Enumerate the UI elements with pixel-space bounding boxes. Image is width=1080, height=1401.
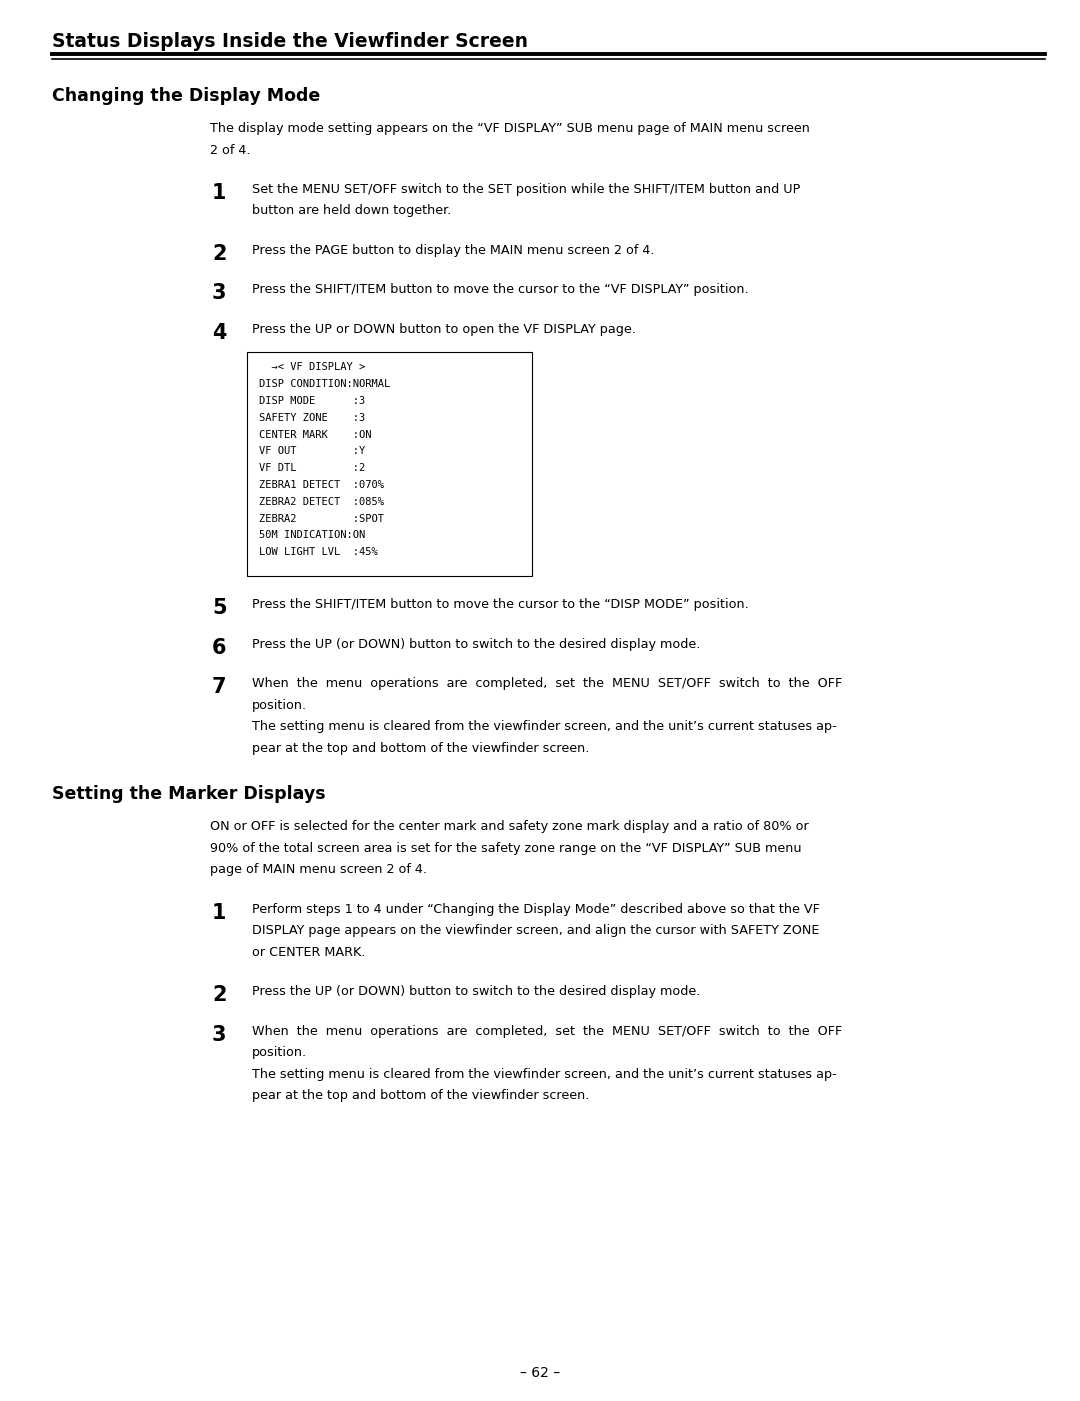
Text: – 62 –: – 62 –	[519, 1366, 561, 1380]
Text: 5: 5	[212, 598, 227, 618]
Text: CENTER MARK    :ON: CENTER MARK :ON	[259, 430, 372, 440]
Text: 4: 4	[212, 324, 227, 343]
Text: The setting menu is cleared from the viewfinder screen, and the unit’s current s: The setting menu is cleared from the vie…	[252, 720, 837, 733]
Text: DISPLAY page appears on the viewfinder screen, and align the cursor with SAFETY : DISPLAY page appears on the viewfinder s…	[252, 925, 820, 937]
Text: 2: 2	[212, 244, 227, 263]
FancyBboxPatch shape	[247, 353, 532, 576]
Text: Press the UP or DOWN button to open the VF DISPLAY page.: Press the UP or DOWN button to open the …	[252, 324, 636, 336]
Text: DISP CONDITION:NORMAL: DISP CONDITION:NORMAL	[259, 380, 390, 389]
Text: When  the  menu  operations  are  completed,  set  the  MENU  SET/OFF  switch  t: When the menu operations are completed, …	[252, 677, 842, 691]
Text: Setting the Marker Displays: Setting the Marker Displays	[52, 785, 326, 803]
Text: Press the UP (or DOWN) button to switch to the desired display mode.: Press the UP (or DOWN) button to switch …	[252, 637, 700, 650]
Text: The setting menu is cleared from the viewfinder screen, and the unit’s current s: The setting menu is cleared from the vie…	[252, 1068, 837, 1080]
Text: 6: 6	[212, 637, 227, 657]
Text: Status Displays Inside the Viewfinder Screen: Status Displays Inside the Viewfinder Sc…	[52, 32, 528, 50]
Text: Press the UP (or DOWN) button to switch to the desired display mode.: Press the UP (or DOWN) button to switch …	[252, 985, 700, 998]
Text: button are held down together.: button are held down together.	[252, 205, 451, 217]
Text: pear at the top and bottom of the viewfinder screen.: pear at the top and bottom of the viewfi…	[252, 1089, 590, 1103]
Text: When  the  menu  operations  are  completed,  set  the  MENU  SET/OFF  switch  t: When the menu operations are completed, …	[252, 1024, 842, 1038]
Text: 90% of the total screen area is set for the safety zone range on the “VF DISPLAY: 90% of the total screen area is set for …	[210, 842, 801, 855]
Text: 1: 1	[212, 902, 227, 923]
Text: 2: 2	[212, 985, 227, 1005]
Text: or CENTER MARK.: or CENTER MARK.	[252, 946, 365, 958]
Text: SAFETY ZONE    :3: SAFETY ZONE :3	[259, 413, 365, 423]
Text: pear at the top and bottom of the viewfinder screen.: pear at the top and bottom of the viewfi…	[252, 741, 590, 755]
Text: Press the SHIFT/ITEM button to move the cursor to the “VF DISPLAY” position.: Press the SHIFT/ITEM button to move the …	[252, 283, 748, 297]
Text: VF DTL         :2: VF DTL :2	[259, 464, 365, 474]
Text: 50M INDICATION:ON: 50M INDICATION:ON	[259, 531, 365, 541]
Text: Changing the Display Mode: Changing the Display Mode	[52, 87, 321, 105]
Text: page of MAIN menu screen 2 of 4.: page of MAIN menu screen 2 of 4.	[210, 863, 427, 876]
Text: position.: position.	[252, 699, 307, 712]
Text: 7: 7	[212, 677, 227, 698]
Text: LOW LIGHT LVL  :45%: LOW LIGHT LVL :45%	[259, 548, 378, 558]
Text: ZEBRA2         :SPOT: ZEBRA2 :SPOT	[259, 514, 384, 524]
Text: ON or OFF is selected for the center mark and safety zone mark display and a rat: ON or OFF is selected for the center mar…	[210, 820, 809, 834]
Text: 2 of 4.: 2 of 4.	[210, 143, 251, 157]
Text: Press the SHIFT/ITEM button to move the cursor to the “DISP MODE” position.: Press the SHIFT/ITEM button to move the …	[252, 598, 748, 611]
Text: ZEBRA1 DETECT  :070%: ZEBRA1 DETECT :070%	[259, 481, 384, 490]
Text: Press the PAGE button to display the MAIN menu screen 2 of 4.: Press the PAGE button to display the MAI…	[252, 244, 654, 256]
Text: 3: 3	[212, 283, 227, 304]
Text: The display mode setting appears on the “VF DISPLAY” SUB menu page of MAIN menu : The display mode setting appears on the …	[210, 122, 810, 134]
Text: 1: 1	[212, 184, 227, 203]
Text: Set the MENU SET/OFF switch to the SET position while the SHIFT/ITEM button and : Set the MENU SET/OFF switch to the SET p…	[252, 184, 800, 196]
Text: 3: 3	[212, 1024, 227, 1045]
Text: DISP MODE      :3: DISP MODE :3	[259, 396, 365, 406]
Text: VF OUT         :Y: VF OUT :Y	[259, 447, 365, 457]
Text: ZEBRA2 DETECT  :085%: ZEBRA2 DETECT :085%	[259, 497, 384, 507]
Text: →< VF DISPLAY >: →< VF DISPLAY >	[259, 363, 365, 373]
Text: position.: position.	[252, 1047, 307, 1059]
Text: Perform steps 1 to 4 under “Changing the Display Mode” described above so that t: Perform steps 1 to 4 under “Changing the…	[252, 902, 820, 916]
